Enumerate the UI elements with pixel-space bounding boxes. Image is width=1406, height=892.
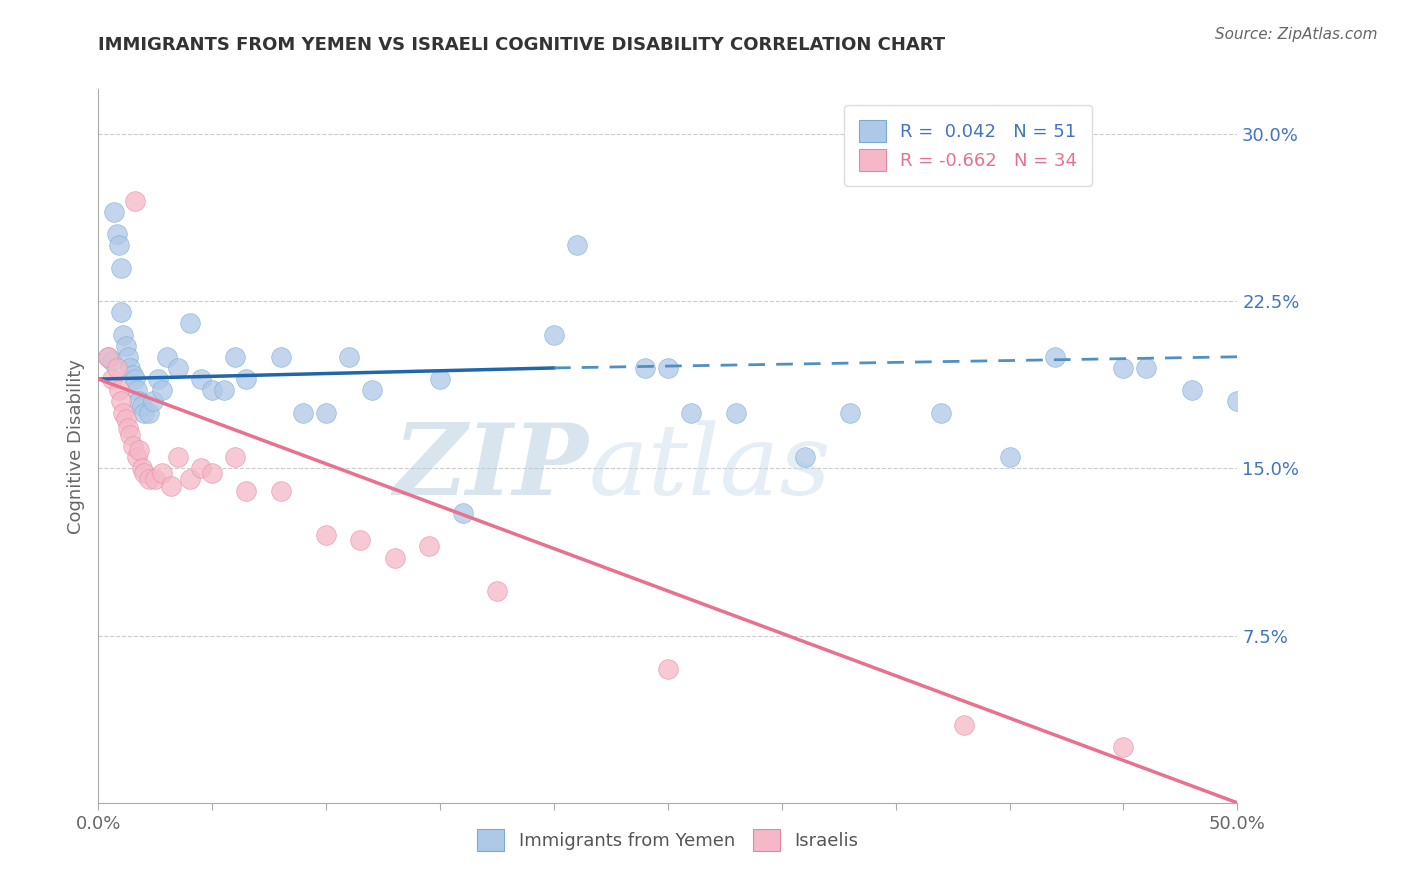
Point	[360, 384, 382, 398]
Point	[1043, 350, 1066, 364]
Point	[108, 238, 131, 252]
Point	[112, 405, 135, 419]
Point	[1112, 740, 1135, 755]
Point	[146, 372, 169, 386]
Point	[429, 372, 451, 386]
Point	[101, 354, 124, 368]
Point	[156, 350, 179, 364]
Point	[121, 368, 143, 382]
Point	[127, 384, 149, 398]
Point	[1135, 360, 1157, 375]
Point	[1112, 360, 1135, 375]
Point	[201, 466, 224, 480]
Point	[128, 443, 150, 458]
Point	[179, 316, 201, 330]
Point	[201, 384, 224, 398]
Point	[120, 360, 142, 375]
Point	[224, 350, 246, 364]
Point	[114, 412, 136, 426]
Point	[101, 372, 124, 386]
Point	[793, 450, 815, 464]
Point	[110, 394, 132, 409]
Point	[337, 350, 360, 364]
Point	[150, 384, 173, 398]
Point	[110, 260, 132, 275]
Point	[235, 372, 257, 386]
Point	[96, 350, 118, 364]
Point	[1226, 394, 1249, 409]
Point	[128, 394, 150, 409]
Point	[384, 550, 406, 565]
Text: ZIP: ZIP	[394, 419, 588, 516]
Point	[486, 583, 509, 598]
Point	[138, 473, 160, 487]
Point	[132, 405, 155, 419]
Legend: Immigrants from Yemen, Israelis: Immigrants from Yemen, Israelis	[470, 822, 866, 858]
Point	[105, 360, 128, 375]
Point	[953, 717, 976, 731]
Point	[179, 473, 201, 487]
Point	[270, 483, 292, 498]
Point	[315, 528, 337, 542]
Point	[127, 450, 149, 464]
Point	[150, 466, 173, 480]
Point	[145, 473, 167, 487]
Point	[657, 360, 679, 375]
Point	[105, 227, 128, 241]
Point	[634, 360, 657, 375]
Point	[117, 350, 139, 364]
Point	[839, 405, 862, 419]
Text: atlas: atlas	[588, 420, 831, 515]
Point	[142, 394, 165, 409]
Point	[679, 405, 702, 419]
Y-axis label: Cognitive Disability: Cognitive Disability	[66, 359, 84, 533]
Point	[292, 405, 315, 419]
Point	[124, 372, 146, 386]
Point	[103, 204, 125, 219]
Point	[543, 327, 565, 342]
Point	[657, 662, 679, 676]
Point	[131, 399, 153, 413]
Point	[212, 384, 235, 398]
Text: Source: ZipAtlas.com: Source: ZipAtlas.com	[1215, 27, 1378, 42]
Point	[190, 372, 212, 386]
Point	[451, 506, 474, 520]
Text: IMMIGRANTS FROM YEMEN VS ISRAELI COGNITIVE DISABILITY CORRELATION CHART: IMMIGRANTS FROM YEMEN VS ISRAELI COGNITI…	[98, 36, 946, 54]
Point	[224, 450, 246, 464]
Point	[315, 405, 337, 419]
Point	[110, 305, 132, 319]
Point	[270, 350, 292, 364]
Point	[117, 421, 139, 435]
Point	[108, 384, 131, 398]
Point	[96, 350, 118, 364]
Point	[131, 461, 153, 475]
Point	[1181, 384, 1204, 398]
Point	[121, 439, 143, 453]
Point	[167, 360, 190, 375]
Point	[725, 405, 748, 419]
Point	[160, 479, 183, 493]
Point	[349, 533, 371, 547]
Point	[120, 427, 142, 442]
Point	[190, 461, 212, 475]
Point	[138, 405, 160, 419]
Point	[565, 238, 588, 252]
Point	[114, 338, 136, 352]
Point	[112, 327, 135, 342]
Point	[998, 450, 1021, 464]
Point	[418, 539, 440, 553]
Point	[235, 483, 257, 498]
Point	[132, 466, 155, 480]
Point	[929, 405, 952, 419]
Point	[167, 450, 190, 464]
Point	[124, 194, 146, 208]
